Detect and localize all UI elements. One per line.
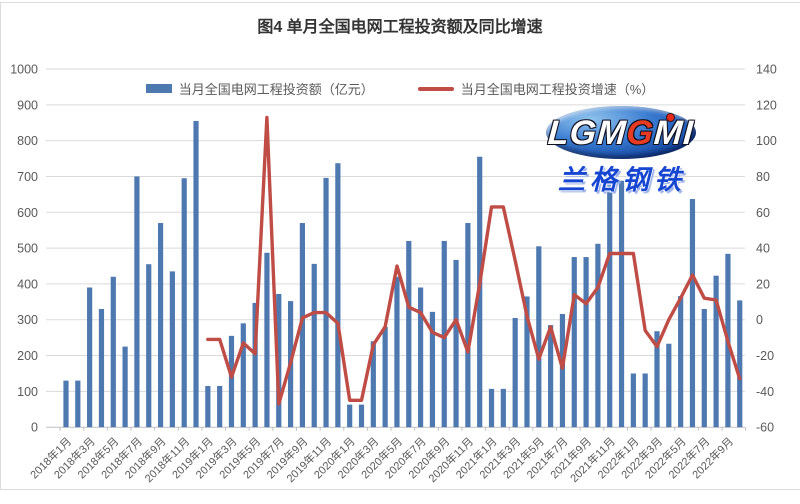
page-border-top: [0, 2, 800, 3]
bar-2020年7月: [418, 287, 424, 428]
bar-2020年4月: [382, 326, 388, 428]
right-axis-tick-label: 100: [756, 134, 777, 148]
bar-2021年11月: [607, 180, 613, 428]
right-axis-tick-label: 80: [756, 170, 770, 184]
bar-2018年9月: [157, 223, 164, 428]
bar-2019年11月: [323, 177, 329, 428]
left-axis-tick-label: 300: [17, 313, 38, 327]
bar-2019年9月: [299, 223, 305, 428]
bar-2018年11月: [181, 178, 187, 428]
line-series-swatch: [417, 86, 454, 91]
bar-2019年3月: [228, 335, 235, 428]
right-axis-tick-label: 20: [756, 277, 770, 291]
bar-2018年8月: [146, 264, 152, 428]
bar-2022年6月: [689, 199, 696, 428]
left-axis-tick-label: 700: [17, 170, 38, 184]
bar-2019年4月: [240, 323, 246, 428]
bar-2019年6月: [264, 252, 270, 428]
bar-series-swatch: [145, 84, 172, 93]
bar-2022年10月: [737, 300, 743, 428]
bar-2019年10月: [311, 263, 317, 428]
bar-2020年5月: [394, 276, 400, 428]
bar-2020年8月: [429, 311, 436, 428]
bar-2021年12月: [618, 180, 625, 428]
bar-2019年12月: [335, 163, 341, 428]
bar-2021年10月: [595, 243, 601, 428]
bar-2020年9月: [441, 240, 447, 428]
legend-item-growth: 当月全国电网工程投资增速（%）: [417, 79, 655, 98]
chart-legend: 当月全国电网工程投资额（亿元） 当月全国电网工程投资增速（%）: [0, 79, 800, 98]
bar-2019年1月: [205, 386, 211, 428]
bar-2020年10月: [453, 259, 459, 428]
right-axis-tick-label: -60: [756, 421, 774, 435]
bar-2020年11月: [465, 223, 471, 428]
bar-2021年6月: [548, 325, 554, 428]
growth-line: [206, 115, 742, 406]
bar-2018年7月: [134, 176, 140, 428]
bar-2018年2月: [75, 380, 81, 428]
bar-2018年3月: [87, 287, 93, 428]
bar-2018年12月: [193, 120, 199, 428]
page-border-bottom: [0, 489, 800, 490]
left-axis-tick-label: 200: [17, 349, 38, 363]
left-axis-tick-label: 0: [31, 421, 38, 435]
bar-2022年5月: [678, 296, 684, 428]
legend-label-growth: 当月全国电网工程投资增速（%）: [460, 82, 655, 97]
bar-2018年1月: [63, 380, 69, 428]
bar-2021年9月: [583, 257, 589, 428]
legend-item-investment: 当月全国电网工程投资额（亿元）: [145, 79, 374, 98]
legend-label-investment: 当月全国电网工程投资额（亿元）: [178, 82, 374, 97]
bar-2022年2月: [642, 373, 648, 428]
right-axis-tick-label: 120: [756, 98, 777, 112]
right-axis-tick-label: -40: [756, 385, 774, 399]
bar-2020年3月: [370, 341, 376, 428]
bar-2020年2月: [358, 404, 365, 428]
bar-2018年5月: [110, 276, 116, 428]
left-axis-tick-label: 500: [17, 242, 38, 256]
bar-2019年5月: [252, 302, 258, 428]
bar-2019年7月: [276, 293, 282, 428]
bar-2021年8月: [571, 257, 577, 428]
bar-2022年8月: [713, 275, 719, 428]
left-axis-tick-label: 900: [17, 98, 38, 112]
bar-2021年7月: [559, 314, 566, 428]
right-axis-tick-label: 140: [756, 63, 777, 77]
right-axis-tick-label: 0: [756, 313, 763, 327]
left-axis-tick-label: 1000: [10, 63, 38, 77]
bar-2021年3月: [512, 317, 518, 428]
bar-2018年4月: [98, 308, 105, 428]
left-axis-tick-label: 400: [17, 277, 38, 291]
bar-2021年5月: [536, 246, 542, 428]
bar-2021年1月: [488, 388, 495, 428]
right-axis-tick-label: -20: [756, 349, 774, 363]
bar-2020年6月: [406, 240, 412, 428]
bar-2021年4月: [524, 296, 530, 428]
bar-2022年3月: [654, 331, 660, 428]
bar-2020年1月: [347, 404, 353, 428]
bar-2022年1月: [630, 373, 636, 428]
left-axis-tick-label: 100: [17, 385, 38, 399]
bar-2022年7月: [701, 308, 707, 428]
bar-2019年2月: [217, 386, 223, 428]
bar-2022年4月: [666, 343, 672, 428]
right-axis-tick-label: 40: [756, 242, 770, 256]
right-axis-tick-label: 60: [756, 206, 770, 220]
chart-title: 图4 单月全国电网工程投资额及同比增速: [257, 19, 543, 36]
bar-2021年2月: [500, 388, 506, 428]
left-axis-tick-label: 600: [17, 206, 38, 220]
left-axis-tick-label: 800: [17, 134, 38, 148]
bar-2018年6月: [122, 346, 128, 428]
bar-2018年10月: [169, 271, 175, 428]
page-border-left: [0, 2, 1, 489]
